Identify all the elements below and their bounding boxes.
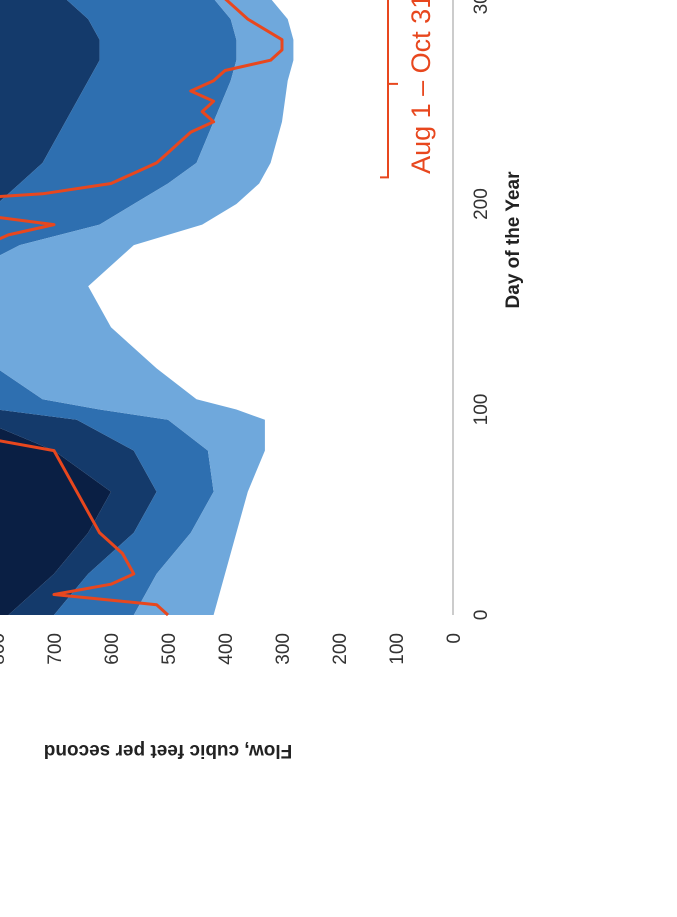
y-tick-label: 200 (330, 633, 351, 665)
y-axis-ticks: 01002003004005006007008009001,000 (0, 633, 465, 665)
y-tick-label: 400 (216, 633, 237, 665)
date-range-bracket (380, 0, 398, 179)
y-tick-label: 700 (45, 633, 66, 665)
x-tick-label: 100 (471, 394, 492, 426)
y-tick-label: 100 (387, 633, 408, 665)
date-range-label: Aug 1 – Oct 31 (406, 0, 436, 174)
flow-bands (0, 0, 294, 615)
flow-series-line-1 (0, 0, 284, 617)
y-tick-label: 500 (159, 633, 180, 665)
flow-series (0, 0, 284, 617)
y-axis-title: Flow, cubic feet per second (44, 740, 292, 761)
date-range-annotation: Aug 1 – Oct 31 (380, 0, 436, 179)
x-tick-label: 300 (471, 0, 492, 14)
y-tick-label: 0 (444, 633, 465, 644)
y-tick-label: 600 (102, 633, 123, 665)
x-tick-label: 0 (471, 610, 492, 621)
flow-band-4 (0, 0, 294, 615)
x-axis-ticks: 0 100 200 300 (471, 0, 492, 620)
flow-band-3 (0, 0, 237, 615)
y-tick-label: 800 (0, 633, 9, 665)
flow-band-2 (0, 0, 157, 615)
x-axis-title: Day of the Year (503, 171, 524, 309)
x-tick-label: 200 (471, 188, 492, 220)
y-tick-label: 300 (273, 633, 294, 665)
